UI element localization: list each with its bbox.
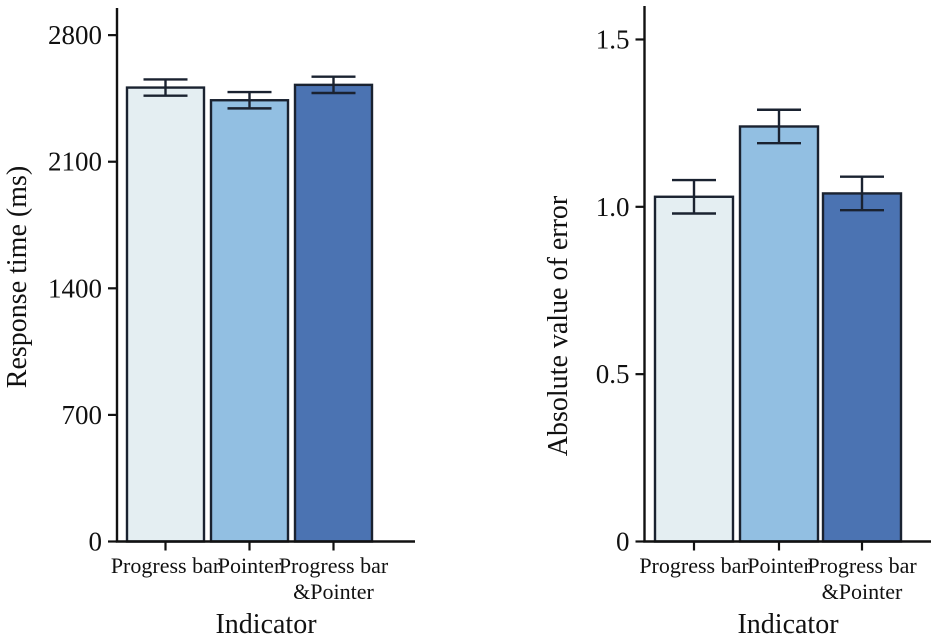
x-category-label: Progress bar (111, 553, 221, 578)
bar-progress-bar-pointer (293, 83, 374, 543)
y-tick-label: 2100 (48, 147, 102, 177)
x-category-label: &Pointer (822, 579, 903, 604)
x-axis-title: Indicator (737, 609, 839, 640)
bar-progress-bar (653, 195, 735, 543)
y-tick-label: 1.5 (596, 24, 630, 54)
x-category-label: Progress bar (279, 553, 389, 578)
y-axis-title: Response time (ms) (2, 166, 33, 388)
y-tick-label: 0 (89, 527, 103, 557)
x-category-label: Progress bar (807, 553, 917, 578)
y-axis-title: Absolute value of error (543, 195, 574, 456)
x-category-label: Pointer (747, 553, 811, 578)
x-axis-title: Indicator (215, 609, 317, 640)
bar-pointer (738, 125, 820, 543)
y-tick-label: 0 (616, 527, 630, 557)
y-tick-label: 1.0 (596, 192, 630, 222)
bar-progress-bar (125, 86, 206, 543)
x-category-label: Progress bar (639, 553, 749, 578)
x-category-label: Pointer (218, 553, 282, 578)
x-category-label: &Pointer (293, 579, 374, 604)
y-tick-label: 700 (62, 400, 103, 430)
bar-progress-bar-pointer (821, 192, 903, 543)
y-tick-label: 1400 (48, 273, 102, 303)
y-tick-label: 2800 (48, 20, 102, 50)
bar-pointer (209, 99, 290, 543)
chart-panel-response-time: 0 700 1400 2100 2800 Progress barPointerProgr… (2, 8, 415, 640)
y-tick-label: 0.5 (596, 359, 630, 389)
